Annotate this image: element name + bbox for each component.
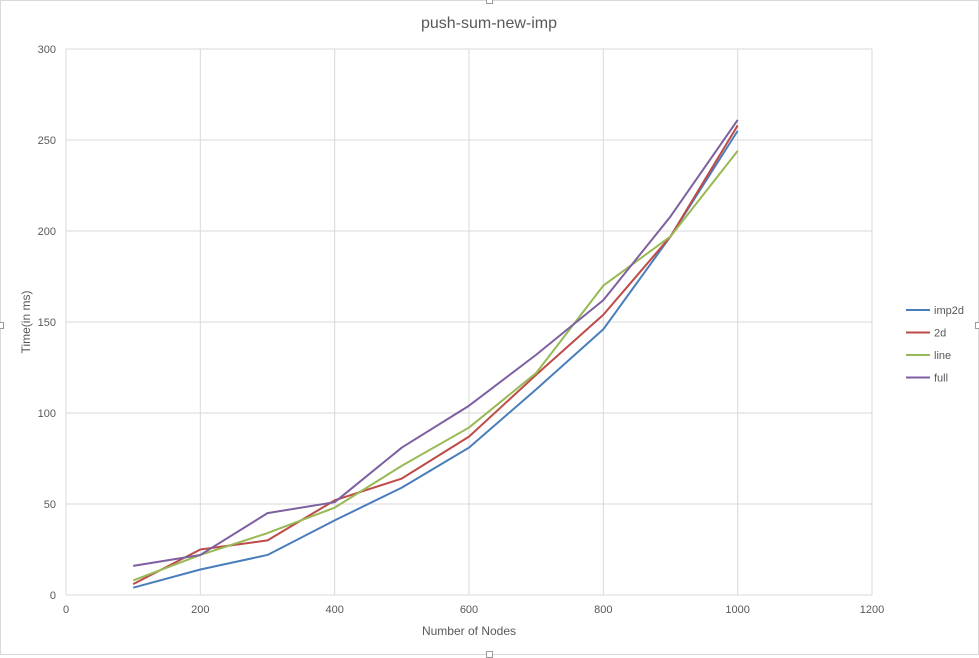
- legend: imp2d 2d line full: [906, 305, 964, 385]
- y-tick-label: 0: [50, 590, 56, 602]
- y-tick-label: 100: [38, 408, 56, 420]
- y-tick-label: 200: [38, 226, 56, 238]
- x-tick-label: 1200: [860, 604, 884, 616]
- x-tick-label: 600: [460, 604, 478, 616]
- resize-handle-top[interactable]: [486, 0, 493, 4]
- x-tick-label: 800: [594, 604, 612, 616]
- x-tick-label: 1000: [725, 604, 749, 616]
- legend-label-imp2d: imp2d: [934, 305, 964, 317]
- x-tick-label: 200: [191, 604, 209, 616]
- series-line-imp2d: [132, 130, 739, 589]
- tick-labels: 0 50 100 150 200 250 300 0 200 400 600 800 1000 1200: [38, 44, 885, 616]
- resize-handle-right[interactable]: [975, 322, 979, 329]
- legend-label-line: line: [934, 350, 951, 362]
- series-line-2d: [132, 124, 739, 585]
- resize-handle-left[interactable]: [0, 322, 4, 329]
- legend-label-2d: 2d: [934, 328, 946, 340]
- y-tick-label: 150: [38, 317, 56, 329]
- x-axis-label: Number of Nodes: [422, 624, 516, 638]
- legend-label-full: full: [934, 373, 948, 385]
- x-tick-label: 400: [325, 604, 343, 616]
- y-tick-label: 250: [38, 135, 56, 147]
- data-series: [132, 119, 739, 589]
- y-tick-label: 300: [38, 44, 56, 56]
- series-line-full: [133, 119, 739, 567]
- y-axis-label: Time(in ms): [19, 291, 33, 354]
- series-line-line: [132, 150, 739, 582]
- chart-title: push-sum-new-imp: [421, 15, 557, 32]
- gridlines: [65, 48, 873, 596]
- x-tick-label: 0: [63, 604, 69, 616]
- y-tick-label: 50: [44, 499, 56, 511]
